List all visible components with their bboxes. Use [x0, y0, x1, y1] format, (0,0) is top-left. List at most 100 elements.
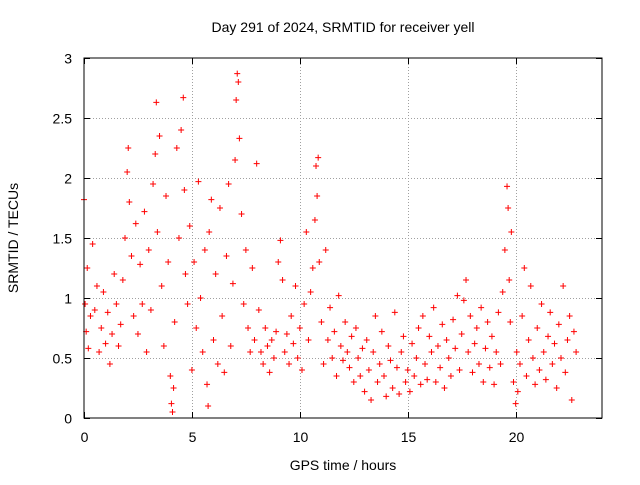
data-point: [204, 381, 211, 388]
data-point: [283, 331, 290, 337]
data-point: [404, 367, 411, 373]
data-point: [270, 355, 277, 361]
data-point: [480, 379, 487, 385]
data-point: [415, 325, 422, 331]
data-point: [281, 349, 288, 355]
data-point: [264, 343, 271, 349]
data-point: [486, 364, 493, 371]
data-point: [301, 301, 308, 307]
data-point: [141, 208, 148, 215]
data-point: [286, 361, 293, 367]
data-point: [478, 304, 485, 311]
data-point: [335, 292, 342, 299]
data-point: [134, 331, 141, 337]
data-point: [173, 145, 180, 151]
data-point: [178, 127, 185, 133]
data-point: [417, 381, 424, 388]
data-point: [167, 373, 174, 379]
data-point: [266, 369, 273, 376]
data-point: [182, 271, 189, 277]
data-point: [428, 349, 435, 355]
data-point: [132, 220, 139, 227]
data-point: [245, 325, 252, 331]
data-point: [152, 151, 159, 157]
data-point: [465, 349, 472, 355]
x-tick-label: 0: [81, 429, 89, 445]
data-point: [361, 388, 368, 395]
data-point: [93, 283, 100, 289]
data-point: [510, 379, 517, 385]
data-point: [128, 253, 135, 259]
data-point: [212, 271, 219, 277]
data-point: [87, 313, 94, 319]
y-tick-label: 1.5: [53, 231, 73, 247]
data-point: [208, 196, 215, 203]
data-point: [368, 397, 375, 403]
data-point: [525, 337, 532, 343]
data-point: [393, 364, 400, 371]
y-tick-label: 2.5: [53, 111, 73, 127]
data-point: [188, 367, 195, 373]
data-point: [529, 355, 536, 361]
data-point: [273, 328, 280, 335]
x-axis-label: GPS time / hours: [290, 457, 397, 473]
data-point: [82, 301, 89, 307]
data-point: [363, 337, 370, 343]
data-point: [331, 328, 338, 335]
data-point: [434, 343, 441, 349]
data-point: [512, 400, 519, 407]
data-point: [214, 361, 221, 367]
data-point: [91, 307, 98, 313]
data-point: [359, 345, 366, 352]
data-point: [199, 349, 206, 355]
data-point: [430, 304, 437, 311]
data-point: [402, 379, 409, 385]
data-point: [104, 309, 111, 316]
data-point: [450, 316, 457, 323]
data-point: [493, 349, 500, 355]
data-point: [516, 361, 523, 367]
data-point: [562, 369, 569, 376]
data-point: [342, 319, 349, 325]
data-point: [125, 145, 132, 151]
data-point: [307, 289, 314, 295]
y-tick-label: 1: [64, 291, 72, 307]
data-point: [311, 217, 318, 223]
data-point: [534, 325, 541, 331]
data-point: [153, 99, 160, 106]
data-point: [357, 373, 364, 379]
data-point: [350, 379, 357, 385]
chart-title: Day 291 of 2024, SRMTID for receiver yel…: [212, 19, 475, 35]
data-point: [439, 321, 446, 328]
data-point: [372, 313, 379, 319]
data-point: [288, 313, 295, 319]
data-point: [175, 235, 182, 241]
data-point: [257, 349, 264, 355]
data-point: [437, 364, 444, 371]
data-point: [109, 331, 116, 337]
data-point: [383, 393, 390, 400]
data-point: [234, 70, 241, 77]
data-point: [551, 340, 558, 347]
data-point: [374, 379, 381, 385]
data-point: [251, 337, 258, 343]
x-tick-label: 20: [509, 429, 525, 445]
x-tick-label: 15: [401, 429, 417, 445]
data-point: [113, 301, 120, 307]
data-point: [497, 361, 504, 367]
data-point: [557, 355, 564, 361]
data-point: [445, 355, 452, 361]
data-point: [422, 361, 429, 367]
data-point: [570, 328, 577, 335]
data-point: [508, 229, 515, 235]
data-point: [165, 259, 172, 265]
data-point: [106, 361, 113, 367]
data-point: [505, 205, 512, 211]
y-tick-label: 0: [64, 411, 72, 427]
data-point: [233, 97, 240, 103]
data-point: [385, 343, 392, 349]
data-point: [238, 211, 245, 217]
data-point: [484, 319, 491, 325]
data-point: [469, 369, 476, 376]
data-point: [568, 397, 575, 403]
